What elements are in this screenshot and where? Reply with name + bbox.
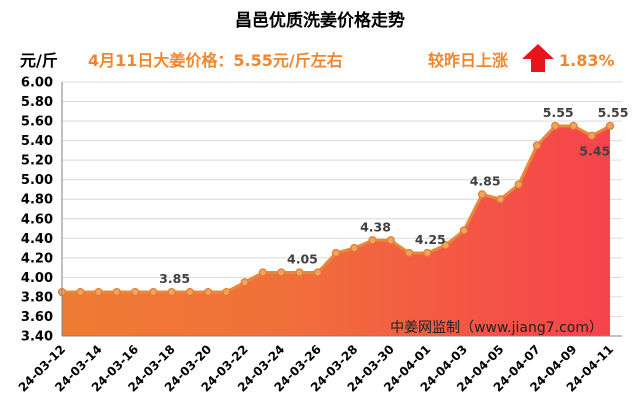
data-point (423, 248, 432, 258)
area-fill (62, 126, 610, 336)
data-label: 5.45 (579, 144, 610, 159)
data-point (112, 287, 121, 297)
data-label: 4.85 (470, 173, 501, 188)
y-tick-label: 4.20 (21, 251, 53, 266)
chart-title: 昌邑优质洗姜价格走势 (235, 10, 405, 31)
data-point (76, 287, 85, 297)
change-value: 1.83% (559, 51, 615, 70)
data-point (258, 268, 268, 277)
data-point (240, 278, 249, 287)
data-point (478, 190, 487, 199)
change-label: 较昨日上涨 (428, 51, 508, 70)
axes (61, 82, 622, 337)
data-point (295, 268, 304, 277)
data-point (587, 131, 596, 140)
data-point (514, 180, 523, 189)
data-point (94, 287, 103, 297)
y-tick-label: 4.80 (21, 193, 53, 208)
y-tick-label: 4.00 (21, 271, 53, 286)
data-label: 3.85 (159, 271, 190, 286)
data-point (569, 121, 578, 131)
up-arrow-icon (522, 44, 554, 72)
y-tick-label: 4.60 (21, 212, 53, 227)
y-tick-label: 3.40 (21, 330, 53, 345)
data-point (130, 287, 140, 297)
data-label: 5.55 (598, 105, 629, 120)
data-point (277, 268, 286, 277)
data-point (386, 236, 395, 245)
y-tick-label: 3.80 (21, 290, 53, 305)
data-point (167, 287, 176, 297)
y-tick-label: 4.40 (21, 232, 53, 247)
data-label: 4.05 (287, 252, 318, 267)
data-point (149, 287, 158, 297)
series-markers (57, 121, 615, 297)
y-tick-label: 5.40 (21, 134, 53, 149)
data-point (204, 287, 213, 297)
y-axis-tick-labels: 3.40 3.60 3.80 4.00 4.20 4.40 4.60 4.80 5.00 5.20… (21, 76, 53, 345)
data-label: 5.55 (543, 105, 574, 120)
y-tick-label: 5.60 (21, 115, 53, 130)
data-point (350, 243, 359, 253)
watermark: 中姜网监制（www.jiang7.com） (390, 320, 603, 336)
data-point (605, 121, 615, 131)
data-point (313, 268, 322, 277)
y-tick-label: 5.80 (21, 95, 53, 110)
data-label: 4.38 (360, 219, 391, 234)
data-label: 4.25 (415, 232, 446, 247)
data-point (551, 121, 560, 131)
y-tick-label: 3.60 (21, 310, 53, 325)
data-labels: 3.85 4.05 4.38 4.25 4.85 5.55 5.45 5.55 (159, 105, 628, 286)
data-point (368, 236, 377, 245)
data-point (459, 226, 468, 235)
data-point (404, 248, 414, 258)
data-point (496, 195, 505, 204)
data-point (185, 287, 194, 297)
unit-label: 元/斤 (20, 51, 58, 70)
data-point (331, 248, 341, 258)
subtitle: 4月11日大姜价格：5.55元/斤左右 (88, 51, 343, 70)
y-tick-label: 5.00 (21, 173, 53, 188)
data-point (222, 287, 231, 297)
y-tick-label: 6.00 (21, 76, 53, 91)
y-tick-label: 5.20 (21, 154, 53, 169)
data-point (532, 141, 542, 150)
data-point (441, 241, 450, 250)
